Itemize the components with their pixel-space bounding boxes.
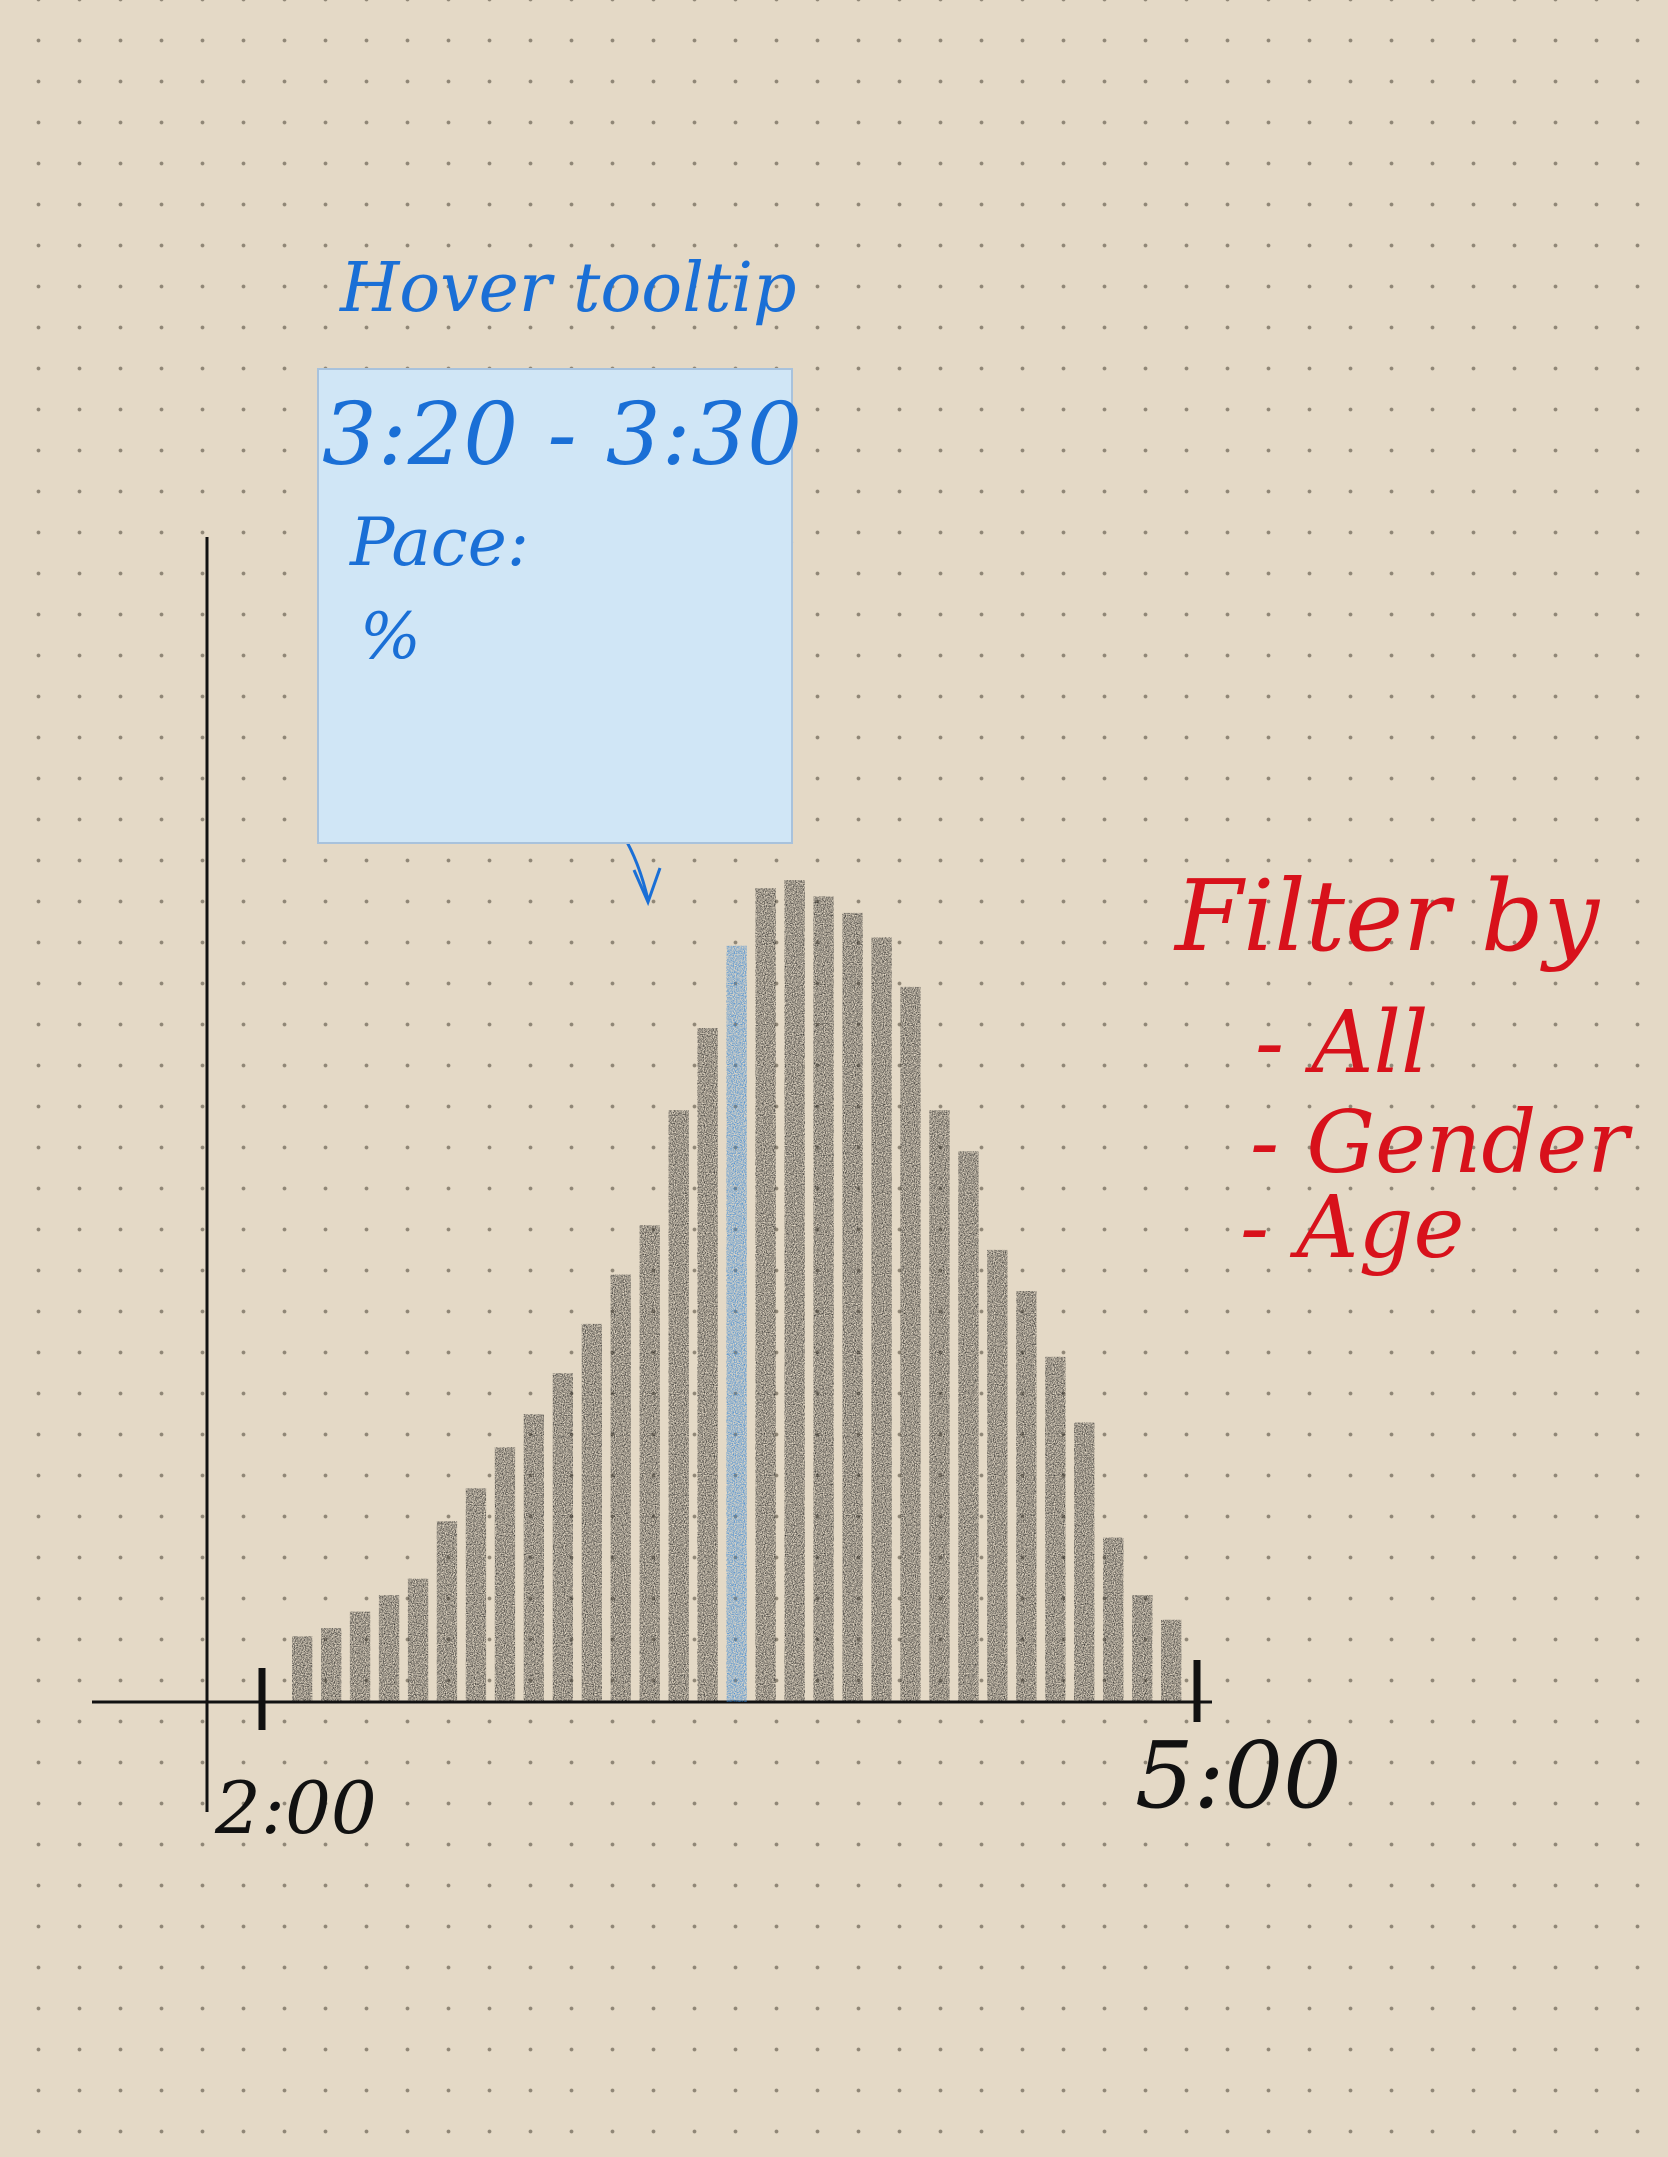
histogram-bar[interactable] — [1132, 1595, 1153, 1702]
filter-option-age[interactable]: - Age — [1240, 1178, 1465, 1278]
histogram-bar[interactable] — [349, 1611, 371, 1702]
histogram-bar[interactable] — [494, 1447, 516, 1702]
histogram-bar[interactable] — [842, 912, 863, 1702]
histogram-bar[interactable] — [900, 986, 921, 1702]
histogram-bar[interactable] — [581, 1323, 602, 1702]
hover-tooltip — [317, 368, 793, 844]
x-axis-start-label: 2:00 — [215, 1766, 377, 1850]
tooltip-arrowhead — [632, 867, 662, 907]
histogram-bar[interactable] — [929, 1110, 950, 1702]
histogram-bar[interactable] — [1161, 1619, 1182, 1702]
histogram-bar[interactable] — [1074, 1422, 1095, 1703]
histogram-bars — [292, 880, 1182, 1703]
histogram-bar[interactable] — [813, 896, 834, 1702]
histogram-bar[interactable] — [292, 1636, 313, 1702]
histogram-bar[interactable] — [668, 1110, 689, 1702]
filter-option-gender[interactable]: - Gender — [1250, 1093, 1629, 1193]
histogram-bar[interactable] — [436, 1521, 458, 1702]
histogram-bar[interactable] — [523, 1414, 544, 1702]
tooltip-pace-label: Pace: — [350, 504, 530, 581]
histogram-bar[interactable] — [987, 1249, 1008, 1702]
histogram-bar[interactable] — [610, 1274, 631, 1702]
histogram-bar[interactable] — [1045, 1356, 1066, 1702]
histogram-bar[interactable] — [755, 888, 776, 1702]
histogram-bar[interactable] — [697, 1028, 718, 1702]
filter-title: Filter by — [1175, 860, 1600, 974]
histogram-bar[interactable] — [1103, 1537, 1124, 1702]
x-axis-end-label: 5:00 — [1135, 1722, 1342, 1829]
histogram-bar[interactable] — [958, 1151, 979, 1702]
histogram-bar-highlighted[interactable] — [726, 945, 747, 1702]
histogram-bar[interactable] — [552, 1373, 573, 1702]
histogram-bar[interactable] — [407, 1578, 429, 1702]
tooltip-percent-label: % — [360, 600, 421, 674]
tooltip-annotation: Hover tooltip — [340, 249, 797, 328]
histogram-bar[interactable] — [378, 1595, 400, 1702]
histogram-bar[interactable] — [639, 1225, 660, 1702]
histogram-bar[interactable] — [1016, 1291, 1037, 1702]
filter-option-all[interactable]: - All — [1255, 993, 1429, 1093]
histogram-bar[interactable] — [321, 1628, 342, 1702]
histogram-bar[interactable] — [784, 880, 805, 1702]
tooltip-time-range: 3:20 - 3:30 — [322, 385, 803, 485]
histogram-bar[interactable] — [465, 1488, 487, 1702]
histogram-bar[interactable] — [871, 937, 892, 1703]
